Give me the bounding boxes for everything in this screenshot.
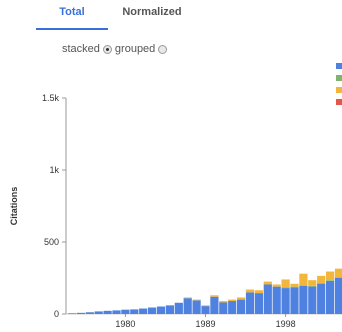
bar-segment[interactable] <box>174 302 183 314</box>
bar-segment[interactable] <box>334 278 342 314</box>
bar-segment[interactable] <box>281 287 290 289</box>
y-tick-label: 1.5k <box>42 93 60 103</box>
bar-segment[interactable] <box>334 268 342 278</box>
bar-segment[interactable] <box>308 280 317 286</box>
bar-segment[interactable] <box>290 283 299 287</box>
bar-segment[interactable] <box>317 275 326 284</box>
y-ticks: 0 500 1k 1.5k <box>42 93 66 319</box>
bar-segment[interactable] <box>156 306 166 314</box>
bar-segment[interactable] <box>94 311 103 314</box>
bar-segment[interactable] <box>299 273 308 286</box>
bar-segment[interactable] <box>130 309 139 314</box>
stacked-label: stacked <box>62 43 100 55</box>
bar-segment[interactable] <box>201 306 210 314</box>
bar-segment[interactable] <box>219 301 228 303</box>
x-ticks: 1980 1989 1998 <box>115 314 296 329</box>
bar-segment[interactable] <box>245 292 255 314</box>
y-tick-label: 500 <box>44 237 59 247</box>
bar-segment[interactable] <box>317 283 326 314</box>
bar-segment[interactable] <box>219 302 228 314</box>
bar-segment[interactable] <box>192 299 201 301</box>
x-tick-label: 1998 <box>276 319 296 329</box>
bar-segment[interactable] <box>183 298 192 314</box>
bar-segment[interactable] <box>103 310 112 314</box>
bar-segment[interactable] <box>237 297 246 300</box>
grouped-label: grouped <box>114 43 156 55</box>
legend-swatch-3[interactable] <box>336 87 342 93</box>
display-mode-toggle: stacked grouped <box>62 41 170 57</box>
bar-segment[interactable] <box>139 308 148 314</box>
x-tick-label: 1980 <box>115 319 135 329</box>
legend-swatch-1[interactable] <box>336 63 342 69</box>
bar-segment[interactable] <box>254 293 263 314</box>
bar-segment[interactable] <box>210 295 219 297</box>
bar-segment[interactable] <box>326 280 335 314</box>
bar-segment[interactable] <box>85 312 94 314</box>
bar-segment[interactable] <box>201 305 210 307</box>
bars <box>67 268 342 314</box>
x-tick-label: 1989 <box>195 319 215 329</box>
view-tabs: Total Normalized <box>0 0 342 34</box>
y-axis-label: Citations <box>9 187 19 226</box>
y-tick-label: 0 <box>54 309 59 319</box>
bar-segment[interactable] <box>121 309 130 314</box>
bar-segment[interactable] <box>183 297 192 299</box>
bar-segment[interactable] <box>334 277 342 278</box>
tab-normalized[interactable]: Normalized <box>122 6 182 18</box>
bar-segment[interactable] <box>326 280 335 281</box>
bar-segment[interactable] <box>299 285 308 314</box>
bar-segment[interactable] <box>308 285 317 287</box>
bar-segment[interactable] <box>263 284 272 314</box>
bar-segment[interactable] <box>192 300 201 314</box>
bar-segment[interactable] <box>228 301 237 314</box>
legend-swatch-2[interactable] <box>336 75 342 81</box>
bar-segment[interactable] <box>237 299 246 314</box>
chart-axes: Citations <box>9 98 342 315</box>
bar-segment[interactable] <box>281 279 290 288</box>
bar-segment[interactable] <box>228 299 237 302</box>
bar-segment[interactable] <box>317 283 326 284</box>
grouped-radio[interactable] <box>158 44 168 54</box>
bar-segment[interactable] <box>165 305 174 314</box>
bar-segment[interactable] <box>308 286 317 314</box>
bar-segment[interactable] <box>76 312 85 314</box>
y-tick-label: 1k <box>49 165 59 175</box>
bar-segment[interactable] <box>290 286 299 288</box>
bar-segment[interactable] <box>290 287 299 314</box>
legend-swatch-4[interactable] <box>336 99 342 105</box>
bar-segment[interactable] <box>67 313 77 314</box>
tab-total[interactable]: Total <box>36 2 108 30</box>
bar-segment[interactable] <box>281 288 290 314</box>
bar-segment[interactable] <box>112 310 121 314</box>
bar-segment[interactable] <box>326 271 335 281</box>
bar-segment[interactable] <box>245 289 255 293</box>
stacked-radio[interactable] <box>102 44 112 54</box>
bar-segment[interactable] <box>272 284 281 287</box>
bar-segment[interactable] <box>299 285 308 286</box>
bar-segment[interactable] <box>148 307 157 314</box>
bar-segment[interactable] <box>272 286 281 314</box>
bar-segment[interactable] <box>263 281 272 285</box>
bar-segment[interactable] <box>210 296 219 314</box>
bar-segment[interactable] <box>254 290 263 294</box>
